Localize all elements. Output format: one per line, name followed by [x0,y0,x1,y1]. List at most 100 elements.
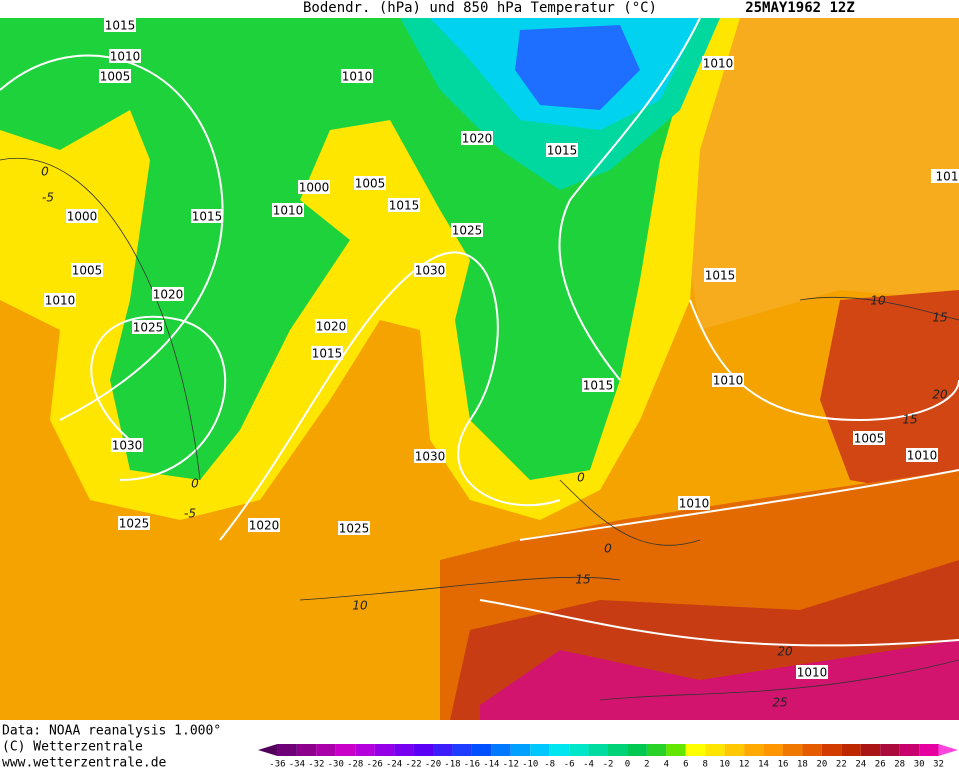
warm-east [680,18,959,330]
isobar-label: 1015 [389,199,420,213]
footer-url: www.wetterzentrale.de [2,756,167,770]
isobar-label: 1030 [415,450,446,464]
label-box [104,18,136,32]
temperature-label: -5 [184,507,196,521]
isobar-label: 1010 [907,449,938,463]
colorbar-swatch [627,744,647,756]
colorbar-label: -32 [308,760,324,770]
colorbar-swatch [666,744,686,756]
colorbar-swatch [277,744,297,756]
isobar-label: 1025 [119,517,150,531]
colorbar-label: -20 [425,760,441,770]
colorbar-label: -22 [405,760,421,770]
colorbar-swatch [355,744,375,756]
colorbar-swatch [413,744,433,756]
label-box [546,143,578,157]
label-box [796,665,828,679]
isobar-label: 1015 [547,144,578,158]
colorbar-swatch [258,744,278,756]
colorbar-label: 10 [719,760,730,770]
colorbar-swatch [608,744,628,756]
isobar-label: 1010 [797,666,828,680]
hot-east [820,290,959,500]
label-box [678,496,710,510]
colorbar-swatch [821,744,842,756]
colorbar-swatch [394,744,414,756]
isobar-label: 1015 [192,210,223,224]
label-box [44,293,76,307]
label-box [388,198,420,212]
colorbar-label: -4 [583,760,594,770]
map-field [0,17,959,720]
label-box [461,131,493,145]
colorbar-swatch [452,744,472,756]
colorbar-label: -14 [483,760,499,770]
isobar-label: 1020 [153,288,184,302]
colorbar-swatch [724,744,745,756]
colorbar-label: -8 [544,760,555,770]
colorbar-swatch [705,744,725,756]
isobar-label: 1010 [342,70,373,84]
temperature-label: 25 [772,696,787,710]
isobar-label: 1030 [415,264,446,278]
isobar-label: 1025 [133,321,164,335]
colorbar-label: 26 [875,760,886,770]
title: Bodendr. (hPa) und 850 hPa Temperatur (°… [303,0,657,16]
label-box [931,169,959,183]
isobar-label: 101 [936,170,959,184]
label-box [704,268,736,282]
isobar-label: 1015 [583,379,614,393]
isobar-label: 1025 [339,522,370,536]
temperature-label: 20 [932,388,948,402]
colorbar-swatch [919,744,939,756]
label-box [191,209,223,223]
isobar-label: 1005 [100,70,131,84]
colorbar-label: 4 [664,760,669,770]
label-box [66,209,98,223]
colorbar-swatch [433,744,453,756]
footer-copyright: (C) Wetterzentrale [2,740,143,755]
isobar-label: 1005 [72,264,103,278]
isobar-label: 1020 [462,132,493,146]
isobar-label: 1010 [45,294,76,308]
isobars [0,17,959,647]
isobar-label: 1010 [703,57,734,71]
colorbar-swatch [783,744,803,756]
label-box [906,448,938,462]
isobar-label: 1015 [705,269,736,283]
isobar-label: 1015 [105,19,136,33]
colorbar-label: -30 [328,760,344,770]
isobar-label: 1010 [713,374,744,388]
colorbar-swatch [744,744,764,756]
isobar-label: 1000 [299,181,330,195]
colorbar-label: 0 [625,760,630,770]
colorbar-label: 12 [739,760,750,770]
colorbar-swatch [588,744,608,756]
colorbar-label: 6 [683,760,688,770]
label-box [354,176,386,190]
colorbar-swatch [899,744,920,756]
label-box [132,320,164,334]
colorbar-swatch [569,744,589,756]
temperature-label: 10 [870,294,886,308]
colorbar-swatch [802,744,822,756]
colorbar-swatch [316,744,336,756]
label-box [248,518,280,532]
date: 25MAY1962 12Z [745,0,855,16]
isobar-label: 1010 [679,497,710,511]
isobar-label: 1025 [452,224,483,238]
isobar-label: 1020 [316,320,347,334]
colorbar-label: -34 [289,760,305,770]
isobar-label: 1010 [273,204,304,218]
colorbar-swatch [491,744,511,756]
coldest-core [515,25,640,110]
label-box [414,449,446,463]
colorbar-label: -26 [367,760,383,770]
colorbar-swatch [763,744,783,756]
temperature-label: 0 [41,165,49,179]
label-box [71,263,103,277]
temperature-label: 15 [932,311,947,325]
isobar-label: 1020 [249,519,280,533]
label-box [414,263,446,277]
